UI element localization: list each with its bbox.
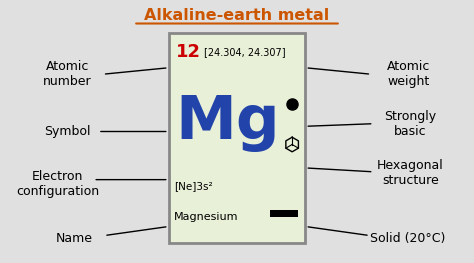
Text: Atomic
number: Atomic number xyxy=(43,60,91,88)
Text: Alkaline-earth metal: Alkaline-earth metal xyxy=(145,8,329,23)
Text: Name: Name xyxy=(56,232,93,245)
Text: 12: 12 xyxy=(176,43,201,61)
Bar xyxy=(169,33,305,243)
Text: [Ne]3s²: [Ne]3s² xyxy=(174,181,213,191)
Text: Electron
configuration: Electron configuration xyxy=(17,170,100,198)
Text: Solid (20°C): Solid (20°C) xyxy=(370,232,445,245)
Text: Strongly
basic: Strongly basic xyxy=(384,110,437,138)
Text: Symbol: Symbol xyxy=(44,125,91,138)
Text: [24.304, 24.307]: [24.304, 24.307] xyxy=(204,47,286,57)
Text: Mg: Mg xyxy=(175,93,280,152)
Text: Hexagonal
structure: Hexagonal structure xyxy=(377,159,444,187)
Text: Atomic
weight: Atomic weight xyxy=(387,60,431,88)
Bar xyxy=(270,210,298,217)
Text: Magnesium: Magnesium xyxy=(174,213,239,222)
